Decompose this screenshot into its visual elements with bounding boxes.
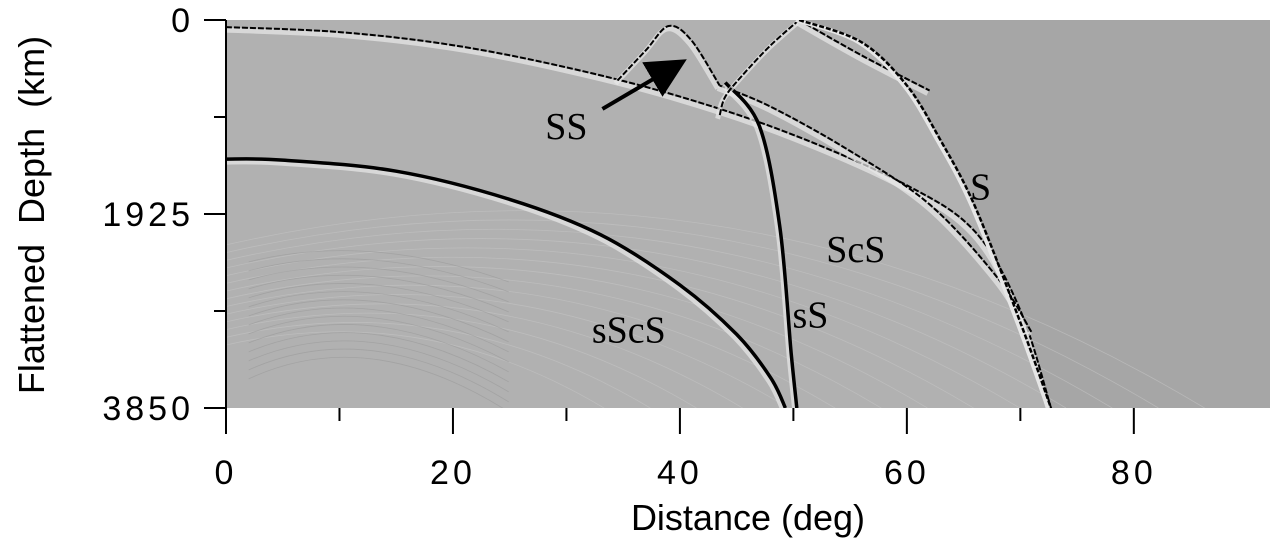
y-axis-label: Flattened Depth (km) bbox=[11, 36, 52, 394]
wavefront-upper-front-sidelobe bbox=[795, 20, 929, 96]
noise-band bbox=[226, 210, 1205, 408]
y-tick-label: 0 bbox=[171, 2, 194, 40]
wavefront-sScS bbox=[226, 157, 787, 408]
phase-label-ScS: ScS bbox=[826, 229, 885, 271]
wavefield-region bbox=[226, 20, 1051, 408]
phase-arrow-SS bbox=[601, 59, 687, 111]
wavefront-S-sidelobe bbox=[795, 20, 1050, 408]
axes: 0 20 40 60 80 0 1925 3850 bbox=[102, 2, 1157, 492]
phase-label-sS: sS bbox=[792, 294, 828, 336]
wavefront-S-reverse bbox=[718, 20, 800, 116]
wavefront-layer bbox=[226, 20, 1053, 408]
plot-area bbox=[226, 20, 1270, 408]
wavefront-S-surface bbox=[798, 20, 1053, 408]
x-tick-label: 60 bbox=[884, 454, 930, 492]
x-tick-label: 0 bbox=[215, 454, 238, 492]
phase-label-SS: SS bbox=[545, 106, 587, 148]
y-tick-label: 3850 bbox=[102, 390, 194, 428]
x-tick-label: 80 bbox=[1111, 454, 1157, 492]
y-tick-label: 1925 bbox=[102, 196, 194, 234]
wavefront-SS bbox=[616, 24, 721, 87]
wavefront-sS bbox=[723, 81, 799, 408]
x-tick-label: 20 bbox=[430, 454, 476, 492]
wavefront-upper-front bbox=[798, 20, 931, 92]
wavefront-ScS-sidelobe bbox=[716, 86, 1032, 337]
x-ticks: 0 20 40 60 80 bbox=[215, 408, 1157, 492]
wavefront-sScS-sidelobe bbox=[226, 159, 785, 408]
x-tick-label: 40 bbox=[657, 454, 703, 492]
x-axis-label: Distance (deg) bbox=[631, 497, 865, 538]
noise-band bbox=[248, 250, 509, 408]
y-ticks: 0 1925 3850 bbox=[102, 2, 226, 428]
wavefront-sS-sidelobe bbox=[721, 83, 798, 408]
phase-label-S: S bbox=[970, 166, 991, 208]
phase-label-sScS: sScS bbox=[592, 309, 666, 351]
